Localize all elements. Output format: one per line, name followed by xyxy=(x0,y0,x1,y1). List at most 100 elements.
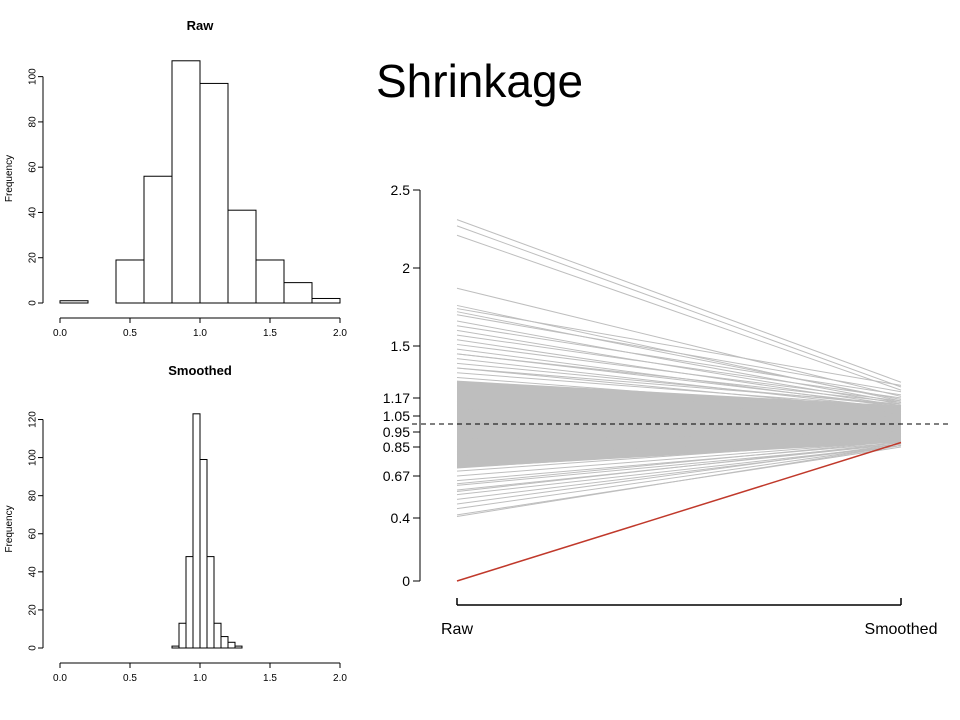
histogram-bar xyxy=(171,645,180,649)
histogram-bar xyxy=(143,175,173,304)
series-line xyxy=(456,325,902,396)
series-line xyxy=(456,428,902,439)
series-line xyxy=(456,439,902,472)
y-tick-label: 100 xyxy=(28,449,39,466)
series-line xyxy=(456,234,902,391)
y-tick-label: 0 xyxy=(28,645,39,651)
histogram-bar xyxy=(115,259,145,304)
x-tick-label: 0.5 xyxy=(123,328,137,339)
series-line xyxy=(456,409,902,419)
y-tick-label: 2.5 xyxy=(391,182,411,198)
histogram-bar xyxy=(311,297,341,304)
y-axis-label: Frequency xyxy=(4,155,15,202)
y-tick-label: 60 xyxy=(28,161,39,173)
x-tick-label: 2.0 xyxy=(333,673,347,684)
histogram-raw: Raw 0.0 0.5 1.0 1.5 2.0 0 20 40 60 80 100 Frequency xyxy=(4,18,347,339)
y-tick-label: 0 xyxy=(28,300,39,306)
series-line xyxy=(456,445,902,510)
series-line xyxy=(456,426,902,434)
histogram-bar xyxy=(178,622,187,649)
y-tick-label: 20 xyxy=(27,604,38,616)
histogram-bar xyxy=(234,645,243,649)
y-tick-label: 40 xyxy=(28,566,39,578)
series-line xyxy=(456,429,902,443)
series-line xyxy=(456,436,902,456)
series-line xyxy=(456,431,902,448)
series-line xyxy=(456,418,902,422)
x-tick-label: 0.5 xyxy=(123,673,137,684)
highlight-line xyxy=(456,441,902,582)
series-line xyxy=(456,437,902,467)
series-line xyxy=(456,445,902,517)
x-category-label: Raw xyxy=(441,621,473,638)
y-tick-label: 0.95 xyxy=(383,424,410,440)
series-line xyxy=(456,372,902,408)
series-line xyxy=(456,343,902,402)
x-tick-label: 1.5 xyxy=(263,673,277,684)
y-tick-label: 2 xyxy=(402,260,410,276)
y-tick-label: 0 xyxy=(402,573,410,589)
histogram-bar xyxy=(213,622,222,649)
y-tick-label: 0.85 xyxy=(383,439,410,455)
series-line xyxy=(456,436,902,462)
y-tick-label: 0.4 xyxy=(391,510,411,526)
x-tick-label: 1.0 xyxy=(193,328,207,339)
series-line xyxy=(456,442,902,493)
series-line xyxy=(456,425,902,430)
x-category-label: Smoothed xyxy=(865,621,938,638)
series-line xyxy=(456,367,902,405)
series-line xyxy=(456,440,902,485)
histogram-bar xyxy=(192,413,201,649)
series-line xyxy=(456,225,902,388)
y-tick-label: 80 xyxy=(28,490,39,502)
series-line xyxy=(456,320,902,403)
series-line xyxy=(456,377,902,412)
y-tick-label: 0.67 xyxy=(383,468,410,484)
y-tick-label: 1.05 xyxy=(383,408,410,424)
series-line xyxy=(456,384,902,408)
series-line xyxy=(456,400,902,414)
histogram-bar xyxy=(227,641,236,649)
histogram-bar xyxy=(59,300,89,304)
series-line xyxy=(456,439,902,469)
x-tick-label: 1.5 xyxy=(263,328,277,339)
y-tick-label: 120 xyxy=(28,411,39,428)
series-line xyxy=(456,353,902,406)
histogram-bar xyxy=(199,459,208,649)
series-line xyxy=(456,408,902,411)
histogram-bar xyxy=(206,556,215,649)
y-tick-label: 80 xyxy=(28,116,39,128)
series-line xyxy=(456,219,902,383)
series-line xyxy=(456,431,902,440)
y-tick-label: 100 xyxy=(28,68,39,85)
histogram-bar xyxy=(185,556,194,649)
histogram-title: Raw xyxy=(187,18,215,33)
series-line xyxy=(456,405,902,417)
x-tick-label: 1.0 xyxy=(193,673,207,684)
series-line xyxy=(456,311,902,400)
histogram-bar xyxy=(171,60,201,304)
series-line xyxy=(456,381,902,409)
series-line xyxy=(456,440,902,477)
shrinkage-plot: 0 0.4 0.67 0.850.951.05 1.17 1.5 2 2.5 Raw Smooth… xyxy=(383,182,950,638)
series-line xyxy=(456,442,902,482)
histogram-bar xyxy=(227,209,257,304)
x-tick-label: 0.0 xyxy=(53,673,67,684)
series-line xyxy=(456,308,902,386)
series-line xyxy=(456,433,902,453)
histogram-smoothed: Smoothed 0.0 0.5 1.0 1.5 2.0 0 20 40 60 80 100 120 Fr… xyxy=(4,363,347,684)
y-tick-label: 60 xyxy=(28,528,39,540)
series-line xyxy=(456,314,902,393)
histogram-bar xyxy=(199,82,229,304)
y-tick-label: 1.5 xyxy=(391,338,411,354)
x-tick-label: 2.0 xyxy=(333,328,347,339)
histogram-bar xyxy=(220,636,229,649)
slide-title: Shrinkage xyxy=(376,55,584,107)
series-line xyxy=(456,334,902,399)
histogram-title: Smoothed xyxy=(168,363,232,378)
series-line xyxy=(456,414,902,420)
y-tick-label: 20 xyxy=(28,252,39,264)
histogram-bar xyxy=(283,282,313,304)
series-line xyxy=(456,443,902,505)
